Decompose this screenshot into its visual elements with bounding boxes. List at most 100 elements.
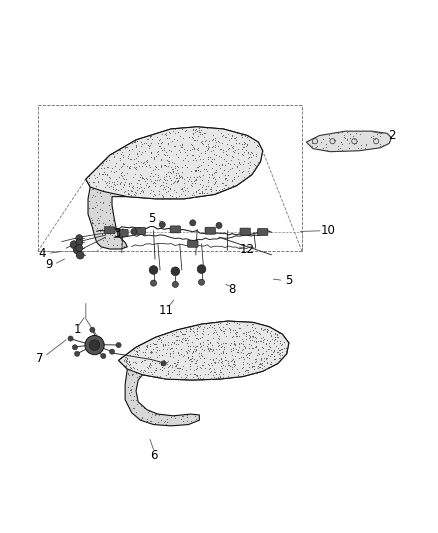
Point	[239, 166, 246, 175]
Point	[148, 347, 155, 356]
FancyBboxPatch shape	[170, 226, 180, 233]
Point	[199, 344, 206, 353]
Point	[194, 321, 201, 330]
Point	[166, 352, 173, 361]
Point	[258, 325, 265, 334]
Point	[179, 141, 186, 149]
Point	[219, 346, 226, 355]
Point	[197, 189, 204, 197]
Point	[184, 163, 191, 172]
Point	[118, 163, 125, 172]
Circle shape	[198, 279, 205, 285]
Point	[190, 125, 197, 133]
Point	[204, 360, 211, 368]
Point	[107, 229, 114, 237]
Point	[253, 357, 260, 365]
Polygon shape	[86, 127, 263, 249]
Point	[128, 182, 135, 191]
Point	[109, 219, 116, 228]
Point	[199, 330, 206, 338]
Point	[230, 332, 237, 341]
Point	[275, 344, 282, 353]
Point	[125, 163, 132, 172]
Point	[159, 342, 166, 350]
Point	[159, 374, 166, 382]
Point	[153, 348, 160, 356]
Point	[189, 142, 196, 151]
Point	[238, 353, 245, 361]
Point	[190, 155, 197, 164]
Point	[222, 339, 229, 348]
Point	[243, 332, 250, 341]
Point	[274, 348, 281, 356]
Point	[258, 364, 265, 372]
Point	[139, 148, 146, 156]
Point	[122, 354, 129, 363]
Point	[186, 360, 193, 368]
Point	[148, 419, 155, 428]
Point	[183, 349, 190, 358]
Point	[219, 131, 226, 140]
Point	[146, 355, 153, 364]
Point	[138, 415, 145, 423]
Point	[141, 175, 148, 183]
Point	[86, 177, 93, 186]
Point	[110, 183, 117, 191]
Point	[128, 144, 135, 153]
Point	[92, 191, 99, 200]
Point	[95, 177, 102, 186]
Point	[103, 237, 110, 245]
Point	[125, 356, 132, 365]
Point	[128, 187, 135, 195]
Point	[159, 363, 166, 372]
Point	[166, 362, 173, 370]
Point	[93, 173, 100, 181]
Point	[171, 164, 178, 172]
Point	[194, 143, 201, 152]
Point	[193, 156, 200, 164]
Point	[201, 189, 208, 198]
Point	[133, 154, 140, 162]
Point	[213, 166, 220, 175]
Point	[177, 336, 184, 345]
Point	[165, 139, 172, 147]
Point	[230, 337, 237, 345]
Point	[165, 183, 172, 191]
Point	[191, 125, 198, 134]
Point	[170, 167, 177, 176]
Point	[263, 357, 270, 366]
Point	[210, 355, 217, 364]
Point	[205, 178, 212, 187]
Point	[112, 159, 119, 167]
Point	[326, 131, 333, 139]
Point	[199, 130, 206, 138]
Point	[190, 346, 197, 355]
Point	[92, 182, 99, 191]
Point	[248, 361, 255, 370]
Point	[192, 179, 199, 187]
Point	[223, 356, 230, 365]
Point	[222, 133, 229, 141]
Point	[159, 374, 166, 383]
Point	[239, 369, 246, 378]
Point	[312, 143, 319, 151]
Point	[205, 365, 212, 373]
Point	[216, 187, 223, 195]
Point	[179, 173, 186, 182]
Point	[209, 164, 216, 172]
Point	[133, 368, 140, 377]
Point	[184, 157, 191, 165]
Point	[234, 348, 241, 356]
Point	[208, 170, 215, 179]
Point	[205, 347, 212, 356]
Point	[184, 342, 191, 351]
Point	[238, 131, 245, 140]
Point	[249, 363, 256, 372]
Point	[209, 356, 216, 364]
Point	[229, 131, 236, 140]
Point	[339, 140, 346, 149]
Circle shape	[172, 281, 178, 287]
Point	[222, 320, 229, 329]
Point	[350, 140, 357, 149]
Point	[246, 351, 253, 359]
